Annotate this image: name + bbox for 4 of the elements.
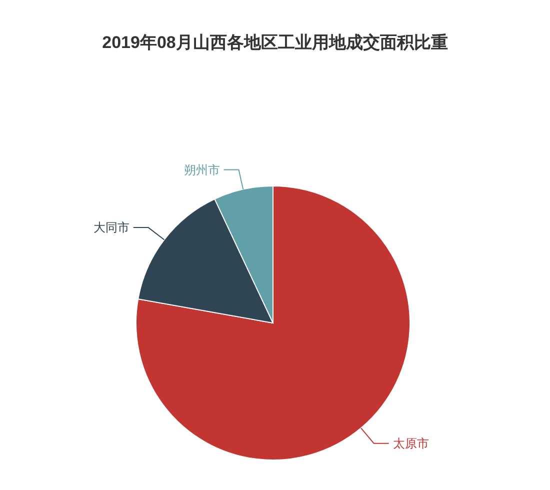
chart-title: 2019年08月山西各地区工业用地成交面积比重 — [102, 33, 448, 52]
slice-label: 大同市 — [93, 220, 130, 235]
slice-label: 太原市 — [392, 436, 429, 450]
slice-label: 朔州市 — [184, 162, 220, 177]
